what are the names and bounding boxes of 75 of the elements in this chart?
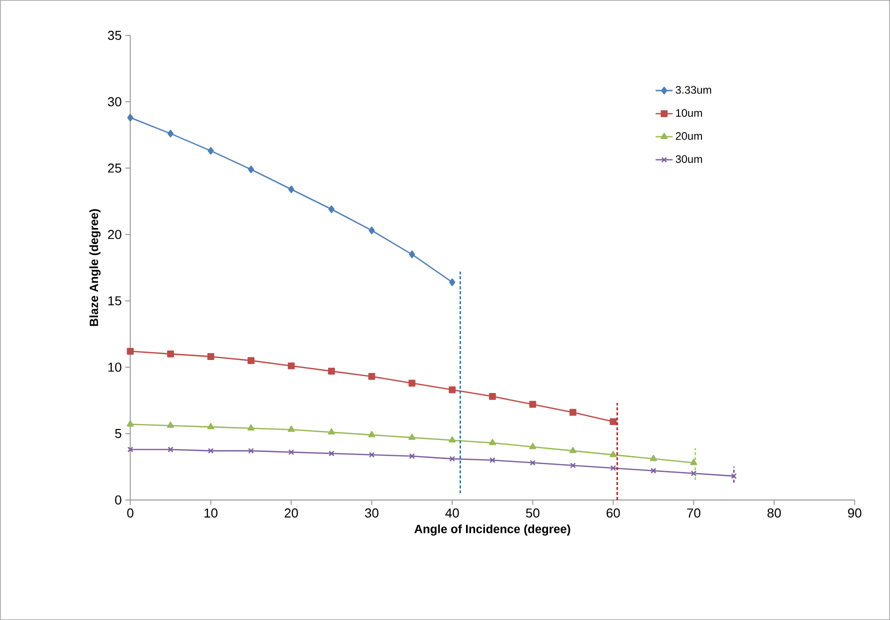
x-tick-label: 20	[284, 508, 298, 518]
point	[449, 278, 456, 286]
point	[690, 470, 697, 476]
point	[368, 430, 376, 438]
point	[448, 436, 456, 442]
point	[409, 453, 415, 459]
point	[449, 456, 456, 462]
legend-label: 3.33um	[676, 86, 712, 94]
y-tick-label: 15	[108, 296, 122, 306]
point	[207, 353, 214, 360]
point	[288, 362, 295, 370]
x-tick-label: 90	[848, 508, 862, 518]
point	[408, 434, 416, 440]
legend-label: 10um	[676, 108, 702, 117]
point	[328, 205, 335, 213]
point	[328, 428, 335, 434]
legend-label: 20um	[676, 132, 702, 140]
y-tick-label: 5	[115, 428, 122, 438]
point	[248, 357, 254, 364]
y-tick-label: 35	[108, 30, 122, 40]
x-tick-label: 50	[526, 508, 540, 518]
point	[529, 442, 536, 450]
point	[610, 450, 617, 457]
point	[126, 348, 134, 355]
point	[489, 392, 496, 400]
point	[288, 185, 294, 194]
y-tick-label: 30	[108, 97, 122, 106]
point	[650, 468, 656, 474]
y-tick-label: 20	[108, 230, 122, 239]
point	[207, 422, 214, 430]
x-tick-label: 30	[365, 508, 378, 518]
point	[126, 420, 134, 426]
x-tick-label: 0	[127, 508, 134, 518]
legend-label: 30um	[676, 155, 702, 163]
point	[167, 350, 174, 358]
x-tick-label: 40	[445, 508, 459, 518]
point	[448, 386, 456, 394]
point	[610, 465, 616, 471]
point	[408, 380, 416, 386]
point	[530, 460, 536, 466]
point	[248, 165, 254, 174]
x-axis-title: Angle of Incidence (degree)	[414, 524, 570, 536]
point	[127, 114, 134, 122]
point	[690, 458, 698, 465]
y-tick-label: 25	[108, 163, 122, 173]
point	[368, 452, 375, 458]
point	[168, 446, 174, 452]
point	[368, 372, 376, 380]
point	[328, 368, 335, 375]
y-axis-title: Blaze Angle (degree)	[89, 209, 101, 326]
point	[288, 426, 295, 432]
point	[328, 450, 334, 456]
x-tick-label: 70	[687, 508, 700, 518]
point	[650, 454, 657, 461]
point	[529, 400, 536, 408]
point	[488, 438, 496, 446]
point	[288, 449, 294, 455]
point	[167, 130, 174, 138]
y-tick-label: 0	[115, 495, 122, 504]
x-tick-label: 60	[606, 508, 620, 518]
point	[610, 418, 617, 425]
point	[408, 250, 416, 258]
point	[208, 146, 214, 155]
point	[569, 446, 576, 454]
point	[248, 424, 255, 430]
point	[570, 408, 576, 416]
point	[490, 457, 496, 463]
point	[167, 422, 174, 428]
x-tick-label: 80	[768, 508, 781, 518]
y-tick-label: 10	[108, 362, 122, 372]
point	[248, 448, 254, 454]
point	[208, 448, 214, 454]
point	[368, 226, 375, 234]
x-tick-label: 10	[204, 508, 218, 518]
point	[570, 462, 576, 468]
